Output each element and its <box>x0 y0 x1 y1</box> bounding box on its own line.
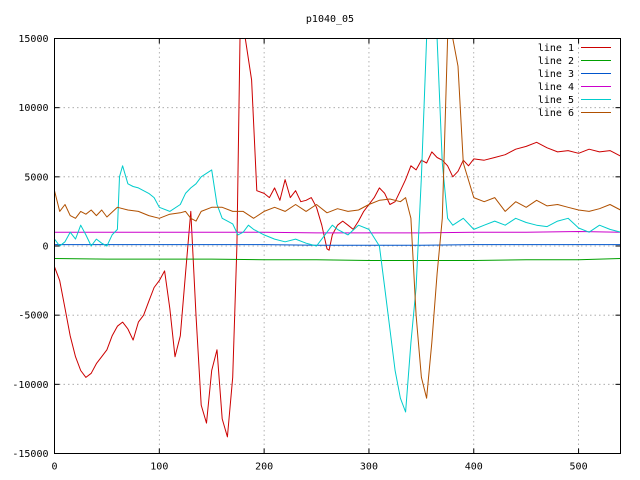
series-line-4 <box>54 231 621 234</box>
legend-label: line 5 <box>538 95 574 106</box>
y-tick-label: -15000 <box>12 449 48 460</box>
x-tick-label: 500 <box>570 462 588 473</box>
legend-label: line 3 <box>538 69 574 80</box>
legend: line 1 line 2 line 3 line 4 line 5 line 6 <box>538 43 611 119</box>
x-tick-label: 400 <box>465 462 483 473</box>
y-tick-label: 15000 <box>18 34 48 45</box>
series-line-2 <box>54 258 621 261</box>
x-tick-label: 100 <box>150 462 168 473</box>
series-line-3 <box>54 244 621 246</box>
series-line-5 <box>54 38 621 413</box>
series-layer <box>54 38 621 438</box>
legend-label: line 6 <box>538 108 574 119</box>
legend-label: line 1 <box>538 43 574 54</box>
y-tick-label: -5000 <box>18 311 48 322</box>
series-line-1 <box>54 38 621 438</box>
y-tick-label: 10000 <box>18 103 48 114</box>
plot-frame <box>54 38 621 454</box>
chart-title: p1040_05 <box>306 14 354 25</box>
axis-ticks: 0 100 200 300 400 500 -15000 -10000 -5000 0 5000 10… <box>12 34 621 473</box>
y-tick-label: 0 <box>42 242 48 253</box>
legend-label: line 2 <box>538 56 574 67</box>
x-tick-label: 300 <box>360 462 378 473</box>
x-tick-label: 0 <box>51 462 57 473</box>
x-tick-label: 200 <box>255 462 273 473</box>
legend-label: line 4 <box>538 82 574 93</box>
grid <box>54 38 621 454</box>
y-tick-label: 5000 <box>24 172 48 183</box>
series-line-6 <box>54 38 621 399</box>
y-tick-label: -10000 <box>12 380 48 391</box>
